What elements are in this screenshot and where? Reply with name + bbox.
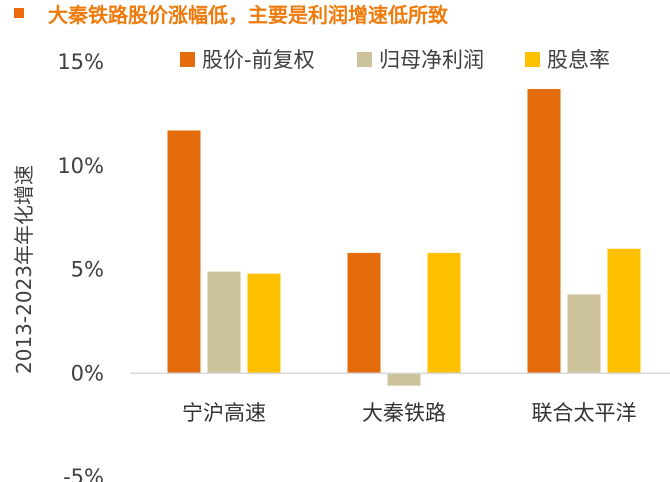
chart-title: 大秦铁路股价涨幅低，主要是利润增速低所致 (48, 2, 448, 27)
y-tick-label: 5% (71, 258, 104, 282)
bar (167, 130, 201, 374)
bar (607, 248, 641, 374)
x-category-label: 联合太平洋 (532, 401, 637, 425)
y-tick-label: 10% (57, 154, 104, 178)
y-tick-label: -5% (63, 465, 104, 482)
bar (247, 273, 281, 374)
x-category-label: 大秦铁路 (362, 401, 446, 425)
legend-label: 股息率 (547, 48, 610, 72)
legend-label: 归母净利润 (379, 48, 484, 72)
bar (567, 294, 601, 374)
legend-swatch (525, 52, 540, 67)
bar (347, 252, 381, 374)
legend-swatch (357, 52, 372, 67)
bar (527, 88, 561, 374)
legend-swatch (180, 52, 195, 67)
y-tick-label: 15% (57, 50, 104, 74)
y-tick-label: 0% (71, 361, 104, 385)
chart-title-row: 大秦铁路股价涨幅低，主要是利润增速低所致 (14, 0, 448, 27)
x-category-label: 宁沪高速 (182, 401, 266, 425)
bar (387, 373, 421, 386)
title-bullet-icon (14, 8, 24, 18)
bar (207, 271, 241, 374)
bar (427, 252, 461, 374)
legend-label: 股价-前复权 (202, 48, 315, 72)
y-axis-title: 2013-2023年年化增速 (12, 165, 36, 374)
